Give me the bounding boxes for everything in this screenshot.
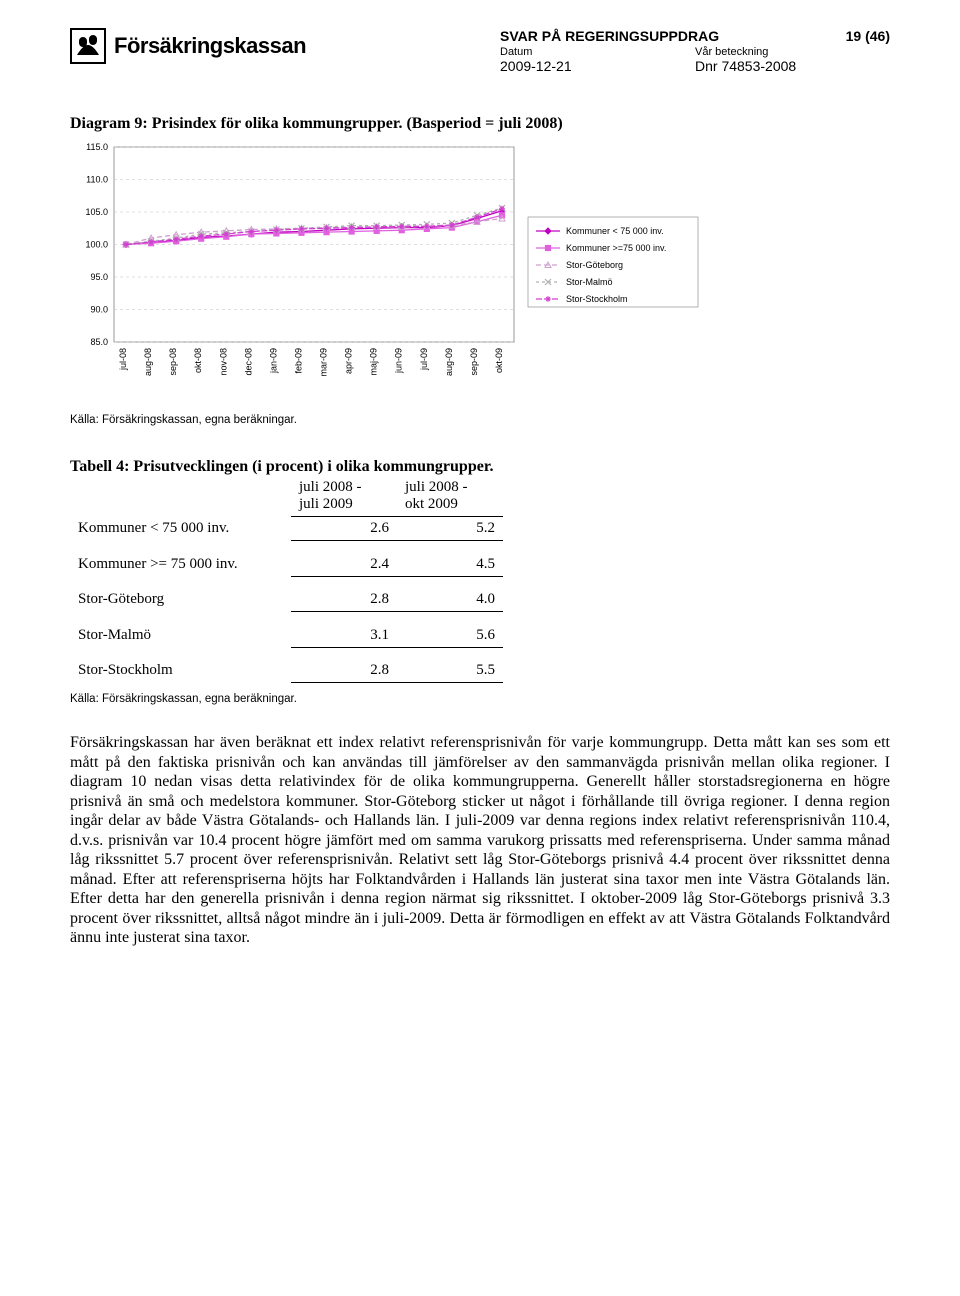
svg-text:100.0: 100.0	[85, 240, 108, 250]
svg-text:105.0: 105.0	[85, 207, 108, 217]
row-value-1: 2.8	[291, 659, 397, 683]
row-label: Kommuner >= 75 000 inv.	[70, 553, 291, 577]
table-source: Källa: Försäkringskassan, egna beräkning…	[70, 693, 890, 705]
row-label: Stor-Göteborg	[70, 588, 291, 612]
datum-label: Datum	[500, 46, 695, 58]
doc-title: SVAR PÅ REGERINGSUPPDRAG	[500, 28, 719, 44]
brand-logo: Försäkringskassan	[70, 28, 306, 64]
diagram-source: Källa: Försäkringskassan, egna beräkning…	[70, 414, 890, 426]
logo-icon	[70, 28, 106, 64]
svg-text:okt-09: okt-09	[494, 348, 504, 373]
datum-value: 2009-12-21	[500, 58, 695, 74]
header-meta: SVAR PÅ REGERINGSUPPDRAG 19 (46) Datum V…	[500, 28, 890, 74]
row-value-2: 4.5	[397, 553, 503, 577]
page-number: 19 (46)	[846, 28, 890, 44]
row-value-1: 3.1	[291, 624, 397, 648]
svg-text:maj-09: maj-09	[369, 348, 379, 376]
table-col1: juli 2008 - juli 2009	[291, 476, 397, 517]
svg-text:Stor-Malmö: Stor-Malmö	[566, 277, 613, 287]
brand-name: Försäkringskassan	[114, 33, 306, 59]
svg-text:feb-09: feb-09	[293, 348, 303, 374]
table-row: Stor-Malmö3.15.6	[70, 624, 503, 648]
row-value-1: 2.8	[291, 588, 397, 612]
svg-text:115.0: 115.0	[86, 142, 108, 152]
data-table: juli 2008 - juli 2009 juli 2008 - okt 20…	[70, 476, 503, 683]
svg-text:90.0: 90.0	[90, 305, 108, 315]
ref-label: Vår beteckning	[695, 46, 890, 58]
svg-text:apr-09: apr-09	[344, 348, 354, 374]
svg-text:jan-09: jan-09	[268, 348, 278, 374]
body-paragraph: Försäkringskassan har även beräknat ett …	[70, 733, 890, 948]
table-row: Kommuner < 75 000 inv.2.65.2	[70, 517, 503, 541]
table-row: Kommuner >= 75 000 inv.2.44.5	[70, 553, 503, 577]
svg-text:Stor-Stockholm: Stor-Stockholm	[566, 294, 628, 304]
svg-text:aug-09: aug-09	[444, 348, 454, 376]
row-label: Kommuner < 75 000 inv.	[70, 517, 291, 541]
svg-text:Kommuner >=75 000 inv.: Kommuner >=75 000 inv.	[566, 243, 666, 253]
diagram-title: Diagram 9: Prisindex för olika kommungru…	[70, 115, 890, 133]
line-chart: 85.0 90.0 95.0 100.0 105.0 110.0 115.0 jul-08 au…	[70, 139, 710, 404]
table-title: Tabell 4: Prisutvecklingen (i procent) i…	[70, 458, 890, 476]
svg-text:mar-09: mar-09	[319, 348, 329, 377]
table-row: Stor-Göteborg2.84.0	[70, 588, 503, 612]
svg-text:aug-08: aug-08	[143, 348, 153, 376]
row-value-1: 2.4	[291, 553, 397, 577]
svg-text:jun-09: jun-09	[394, 348, 404, 374]
row-label: Stor-Malmö	[70, 624, 291, 648]
svg-text:dec-08: dec-08	[243, 348, 253, 376]
ref-value: Dnr 74853-2008	[695, 58, 890, 74]
svg-text:sep-09: sep-09	[469, 348, 479, 376]
svg-text:nov-08: nov-08	[218, 348, 228, 376]
svg-text:jul-09: jul-09	[419, 348, 429, 371]
row-value-2: 4.0	[397, 588, 503, 612]
row-value-2: 5.6	[397, 624, 503, 648]
svg-text:sep-08: sep-08	[168, 348, 178, 376]
svg-text:jul-08: jul-08	[118, 348, 128, 371]
svg-text:95.0: 95.0	[90, 272, 108, 282]
table-col2: juli 2008 - okt 2009	[397, 476, 503, 517]
row-label: Stor-Stockholm	[70, 659, 291, 683]
svg-text:okt-08: okt-08	[193, 348, 203, 373]
svg-text:85.0: 85.0	[90, 337, 108, 347]
svg-text:Kommuner < 75 000 inv.: Kommuner < 75 000 inv.	[566, 226, 664, 236]
row-value-2: 5.2	[397, 517, 503, 541]
row-value-2: 5.5	[397, 659, 503, 683]
svg-text:110.0: 110.0	[86, 175, 108, 185]
row-value-1: 2.6	[291, 517, 397, 541]
svg-text:Stor-Göteborg: Stor-Göteborg	[566, 260, 623, 270]
table-row: Stor-Stockholm2.85.5	[70, 659, 503, 683]
